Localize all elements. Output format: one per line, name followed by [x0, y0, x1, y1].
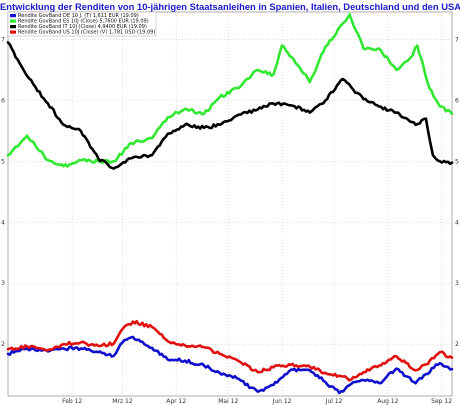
x-tick-label: Mrz 12 [112, 398, 133, 405]
series-line-3 [6, 320, 454, 382]
x-tick-label: Sep 12 [431, 398, 452, 405]
legend-swatch-3 [10, 30, 16, 34]
y-tick-label-left: 4 [1, 219, 5, 226]
y-tick-label-right: 6 [455, 97, 459, 104]
y-tick-label-right: 2 [455, 341, 459, 348]
legend-swatch-2 [10, 25, 16, 29]
y-tick-label-left: 5 [1, 158, 5, 165]
x-tick-label: Jul 12 [325, 398, 343, 405]
y-tick-label-right: 3 [455, 280, 459, 287]
y-tick-label-left: 6 [1, 97, 5, 104]
series-lines [6, 13, 454, 395]
legend-label-1: Rendite GovBand ES 10J (Close) 5,7600 EU… [18, 19, 149, 25]
y-tick-label-right: 4 [455, 219, 459, 226]
legend-box [7, 11, 157, 37]
legend: Rendite GovBand DE 10 J. (T) 1,611 EUR (… [7, 11, 157, 37]
x-tick-label: Apr 12 [166, 398, 186, 405]
legend-label-3: Rendite GovBand US 10J (Close) (V) 1,781… [18, 30, 155, 36]
y-tick-label-left: 7 [1, 36, 5, 43]
legend-swatch-1 [10, 19, 16, 23]
y-tick-label-left: 3 [1, 280, 5, 287]
y-tick-label-right: 5 [455, 158, 459, 165]
axis-ticks: 2 2 3 3 4 4 5 5 6 6 7 7 Feb 12 Mrz 12 Apr 12 Mai 12 Jun … [1, 36, 459, 405]
series-line-0 [6, 335, 454, 395]
plot-frame [7, 11, 453, 397]
series-line-1 [6, 13, 454, 168]
x-tick-label: Mai 12 [218, 398, 238, 405]
legend-label-2: Rendite GovBand IT 10J (Close) 4,9400 EU… [18, 24, 147, 30]
chart-title: Entwicklung der Renditen von 10-jährigen… [0, 1, 460, 12]
x-tick-label: Jun 12 [272, 398, 292, 405]
y-tick-label-right: 7 [455, 36, 459, 43]
grid-lines [8, 12, 452, 396]
legend-label-0: Rendite GovBand DE 10 J. (T) 1,611 EUR (… [18, 13, 139, 19]
x-tick-label: Feb 12 [62, 398, 82, 405]
y-tick-label-left: 2 [1, 341, 5, 348]
x-tick-label: Aug 12 [377, 398, 398, 405]
series-line-2 [6, 41, 454, 170]
legend-swatch-0 [10, 14, 16, 18]
